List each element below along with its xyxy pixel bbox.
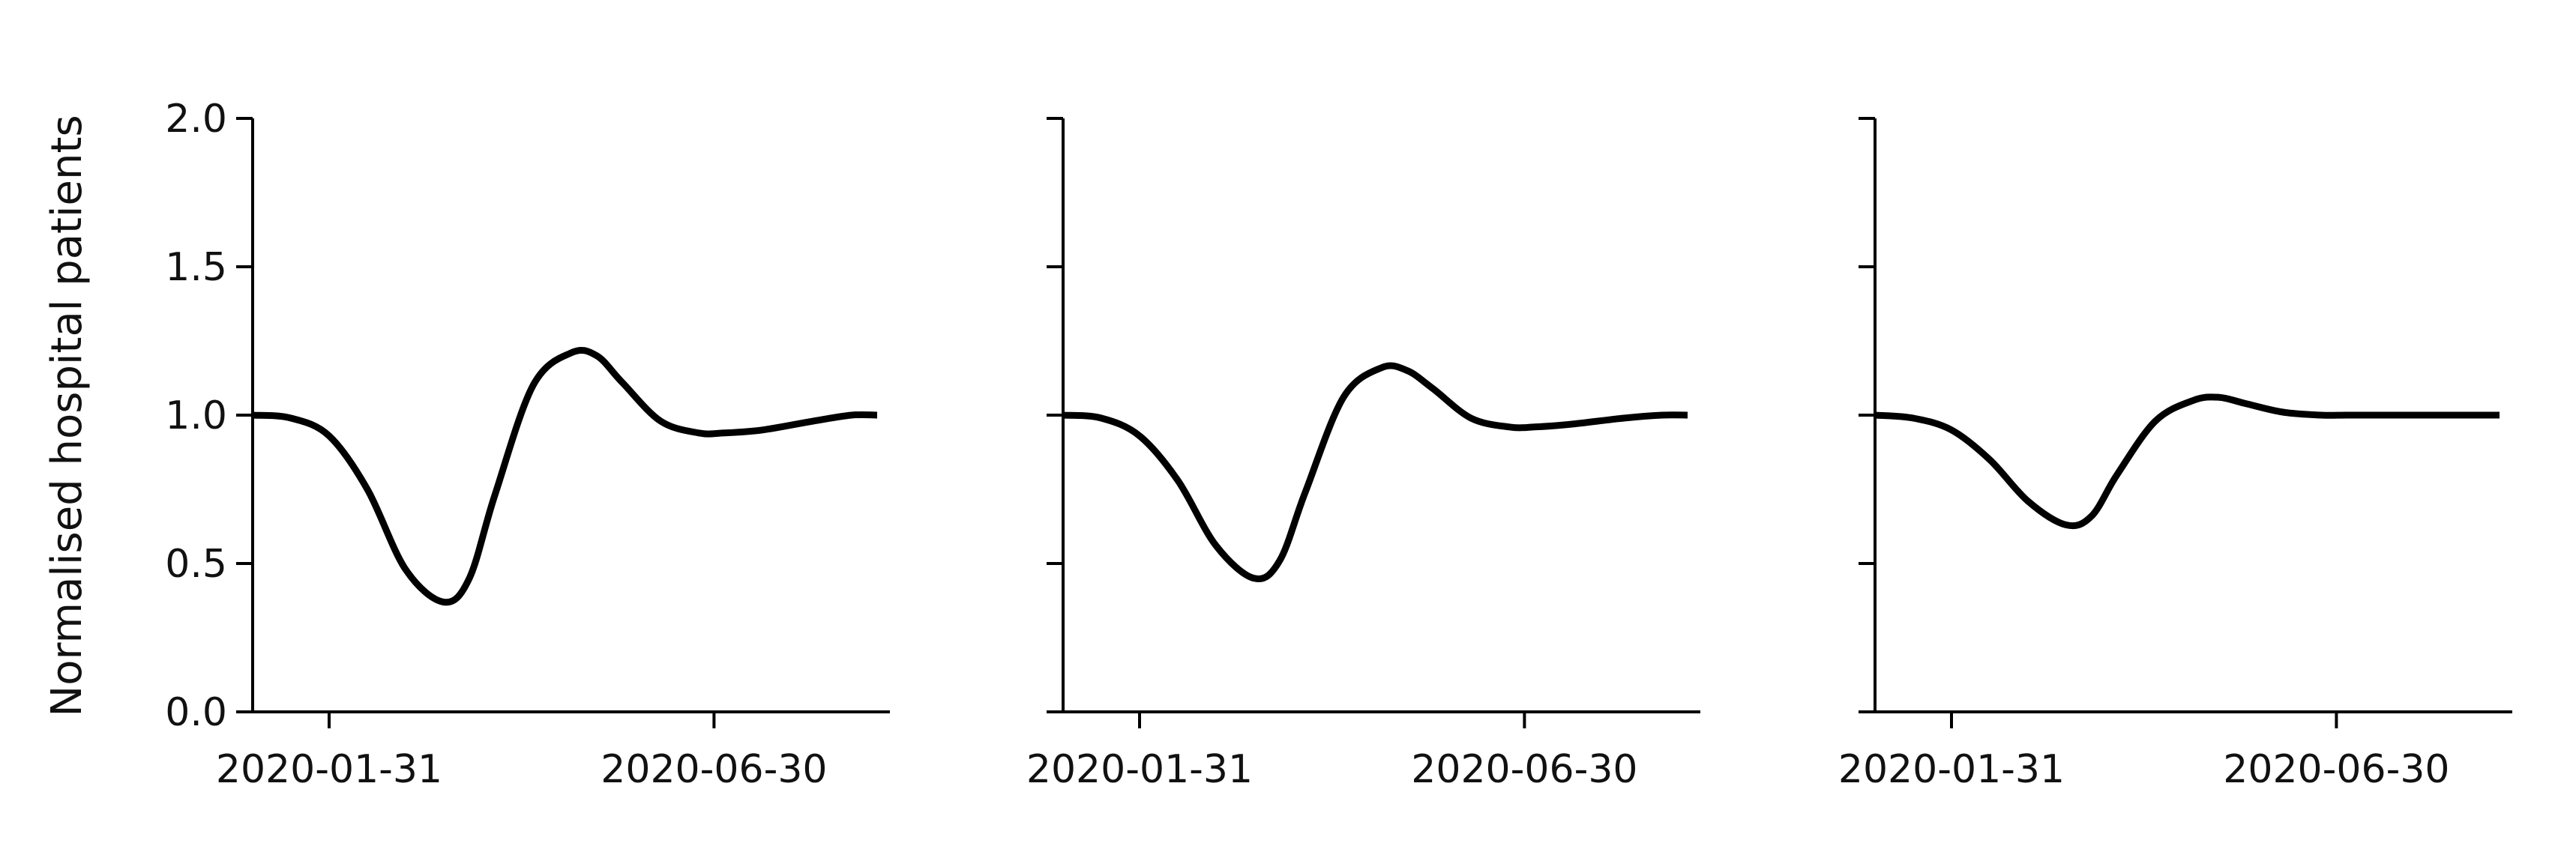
y-tick-label: 1.5 [165, 245, 227, 290]
x-tick-label: 2020-06-30 [1411, 747, 1637, 792]
x-tick-label: 2020-06-30 [2223, 747, 2449, 792]
panel-3: 2020-01-31 2020-06-30 [1838, 117, 2512, 792]
x-tick-label: 2020-06-30 [601, 747, 827, 792]
panel-2: 2020-01-31 2020-06-30 [1026, 117, 1700, 792]
series-line [1874, 393, 2500, 530]
panel-1: 0.0 0.5 1.0 1.5 2.0 2020-01-31 2020-06-30 [165, 97, 890, 792]
series-line [252, 346, 878, 606]
y-tick-label: 1.0 [165, 393, 227, 438]
y-tick-label: 0.0 [165, 690, 227, 735]
y-tick-label: 2.0 [165, 97, 227, 142]
y-tick-label: 0.5 [165, 542, 227, 587]
x-tick-label: 2020-01-31 [216, 747, 442, 792]
x-tick-label: 2020-01-31 [1838, 747, 2065, 792]
x-tick-label: 2020-01-31 [1026, 747, 1253, 792]
series-line [1062, 362, 1688, 583]
y-axis-label: Normalised hospital patients [43, 115, 91, 716]
